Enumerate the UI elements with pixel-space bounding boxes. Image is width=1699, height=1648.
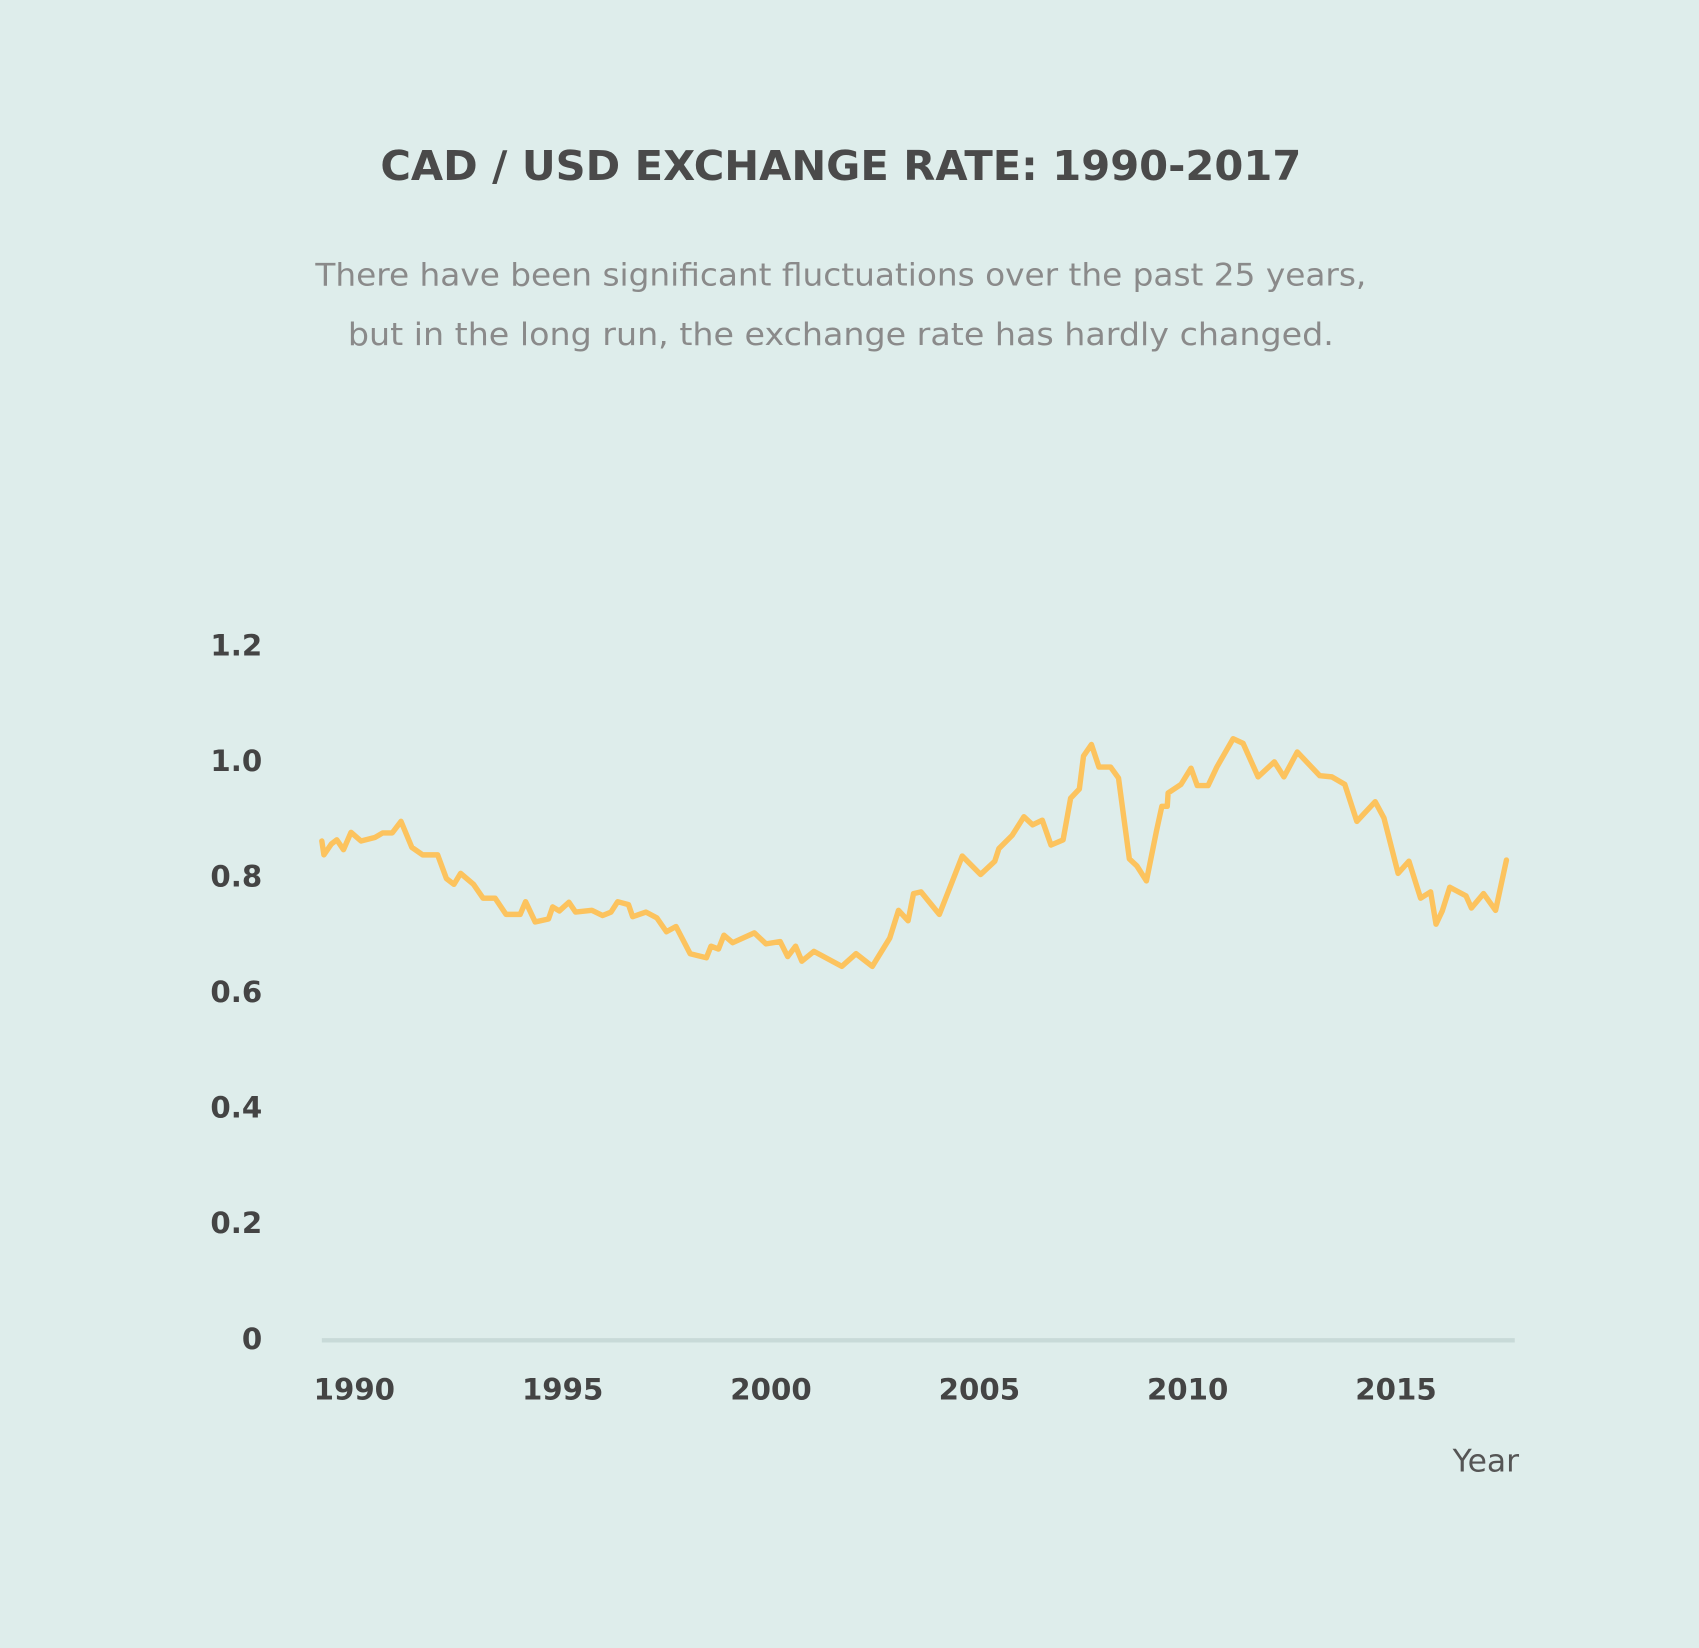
y-tick-label: 1.2 bbox=[210, 628, 262, 662]
y-tick-label: 0.4 bbox=[210, 1091, 262, 1125]
x-tick-label: 2005 bbox=[939, 1373, 1020, 1407]
y-tick-label: 0 bbox=[242, 1322, 262, 1356]
data-line bbox=[319, 736, 1510, 970]
x-tick-label: 1990 bbox=[314, 1373, 395, 1407]
x-axis-label: Year bbox=[1452, 1444, 1520, 1480]
subtitle: There have been significant fluctuations… bbox=[314, 257, 1366, 293]
subtitle: but in the long run, the exchange rate h… bbox=[348, 317, 1334, 353]
x-tick-label: 2000 bbox=[730, 1373, 811, 1407]
y-tick-label: 0.8 bbox=[210, 859, 262, 893]
x-tick-label: 2010 bbox=[1147, 1373, 1228, 1407]
x-tick-label: 2015 bbox=[1355, 1373, 1436, 1407]
y-tick-label: 1.0 bbox=[210, 744, 262, 778]
x-tick-label: 1995 bbox=[522, 1373, 603, 1407]
y-tick-label: 0.2 bbox=[210, 1206, 262, 1240]
chart-title: CAD / USD EXCHANGE RATE: 1990-2017 bbox=[380, 142, 1301, 190]
y-tick-label: 0.6 bbox=[210, 975, 262, 1009]
